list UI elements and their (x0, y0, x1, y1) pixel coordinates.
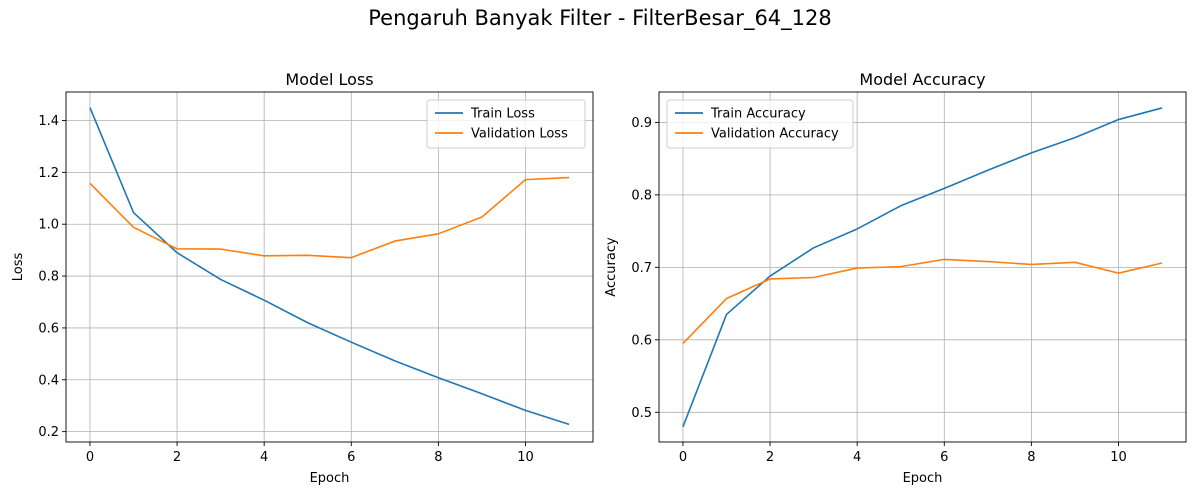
x-tick-label: 4 (260, 450, 268, 465)
x-axis-label: Epoch (310, 471, 350, 486)
x-tick-label: 4 (853, 450, 861, 465)
legend-label: Train Accuracy (710, 107, 806, 122)
y-tick-label: 0.7 (631, 261, 652, 276)
legend-label: Train Loss (470, 107, 535, 122)
x-tick-label: 6 (940, 450, 948, 465)
chart-panel-1: 0 2 4 6 8 10 0.2 0.4 0.6 0.8 1.0 1.2 1.4 Model Loss Ep… (11, 70, 594, 486)
chart-title: Model Loss (285, 70, 373, 89)
x-tick-label: 0 (86, 450, 94, 465)
y-tick-label: 0.2 (38, 425, 59, 440)
y-tick-label: 0.9 (631, 116, 652, 131)
legend-label: Validation Accuracy (711, 127, 839, 142)
y-tick-label: 0.6 (38, 321, 59, 336)
legend: Train Accuracy Validation Accuracy (666, 99, 854, 149)
legend-box (666, 99, 854, 149)
x-tick-label: 8 (434, 450, 442, 465)
y-axis-label: Loss (11, 253, 26, 282)
y-tick-label: 0.4 (38, 373, 59, 388)
series-line-1 (89, 107, 570, 426)
axes-frame (65, 91, 594, 443)
legend: Train Loss Validation Loss (426, 99, 586, 149)
chart-title: Model Accuracy (859, 70, 985, 89)
x-tick-label: 8 (1027, 450, 1035, 465)
y-tick-label: 0.6 (631, 333, 652, 348)
series-line-2 (682, 258, 1163, 345)
y-tick-label: 0.8 (631, 188, 652, 203)
x-tick-label: 10 (1110, 450, 1127, 465)
x-axis-label: Epoch (903, 471, 943, 486)
legend-box (426, 99, 586, 149)
y-tick-label: 1.2 (38, 166, 59, 181)
y-tick-label: 0.8 (38, 270, 59, 285)
x-tick-label: 2 (766, 450, 774, 465)
legend-label: Validation Loss (471, 127, 568, 142)
x-tick-label: 10 (517, 450, 534, 465)
figure-title: Pengaruh Banyak Filter - FilterBesar_64_… (368, 6, 832, 30)
y-tick-label: 0.5 (631, 406, 652, 421)
x-tick-label: 0 (679, 450, 687, 465)
y-tick-label: 1.0 (38, 218, 59, 233)
y-tick-label: 1.4 (38, 114, 59, 129)
chart-panel-2: 0 2 4 6 8 10 0.5 0.6 0.7 0.8 0.9 Model Accuracy Epoc… (604, 70, 1187, 486)
x-tick-label: 2 (173, 450, 181, 465)
y-axis-label: Accuracy (604, 237, 619, 297)
x-tick-label: 6 (347, 450, 355, 465)
series-line-2 (89, 176, 570, 259)
